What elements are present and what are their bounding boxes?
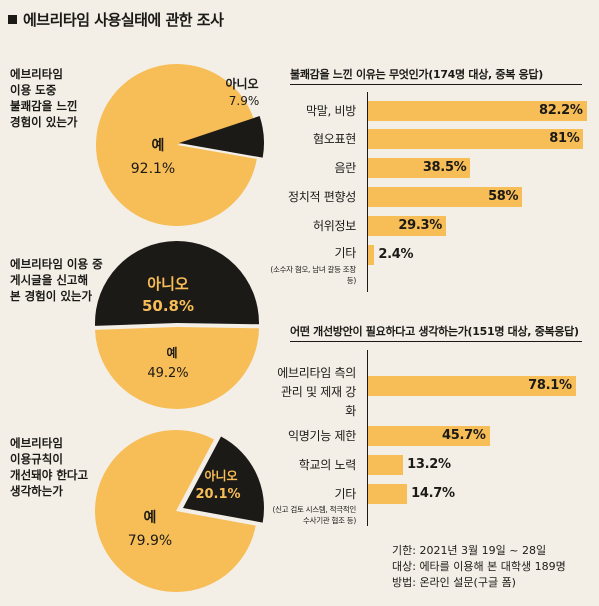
bar1-bar [368,245,375,265]
pie2-slice-no [94,240,259,326]
pie2-question-line: 본 경험이 있는가 [10,289,93,303]
bar1-bar [368,129,584,149]
pie3-label-no: 아니오 [204,468,237,483]
bar1-category-label: 혐오표현 [313,132,356,146]
bullet-square-icon [8,15,17,24]
bar1-bar [368,187,523,207]
pie3-question-line: 개선돼야 한다고 [10,468,89,482]
bar2-category-note: (신고 검토 시스템, 적극적인 수사기관 협조 등) [272,505,356,525]
pie2-slice-yes [95,327,259,409]
pie1-slice-yes [95,64,257,227]
bar1-category-label: 막말, 비방 [306,104,356,118]
bar1-bar [368,158,471,178]
pie2-question: 에브리타임 이용 중 게시글을 신고해 본 경험이 있는가 [10,256,103,304]
pie1-label-yes: 예 [152,138,165,154]
page-title: 에브리타임 사용실태에 관한 조사 [8,9,224,30]
bar1-value-label: 58% [488,189,519,204]
bar2-value-label: 78.1% [528,378,572,393]
bar1-category-label: 허위정보 [313,219,356,233]
bar1-bar [368,216,446,236]
bar2-category-label: 학교의 노력 [298,458,357,472]
bar1-title: 불쾌감을 느낀 이유는 무엇인가(174명 대상, 중복 응답) [290,68,543,81]
bar1-value-label: 2.4% [378,247,414,262]
pie1-label-no: 아니오 [225,76,258,91]
pie3-question-line: 이용규칙이 [10,452,63,466]
pie2-question-line: 에브리타임 이용 중 [10,257,103,271]
survey-method: 방법: 온라인 설문(구글 폼) [392,576,516,589]
survey-target: 대상: 에타를 이용해 본 대학생 189명 [392,560,566,573]
pie1-question-line: 이용 도중 [10,83,57,97]
bar1-axis-line [367,92,368,292]
pie1-value-no: 7.9% [229,94,260,108]
bar2-bar [368,376,576,396]
pie2-question-line: 게시글을 신고해 [10,273,89,287]
pie1-value-yes: 92.1% [131,161,175,177]
pie1-question-line: 에브리타임 [10,67,63,81]
bar1-value-label: 81% [549,131,580,146]
pie2-label-yes: 예 [166,345,177,360]
bar1-category-note: (소수자 혐오, 남녀 갈등 조장 등) [270,265,356,285]
pie1-question-line: 불쾌감을 느낀 [10,99,78,113]
pie1-question: 에브리타임 이용 도중 불쾌감을 느낀 경험이 있는가 [10,66,77,130]
bar2-bar [368,484,408,504]
survey-info: 기한: 2021년 3월 19일 ~ 28일 대상: 에타를 이용해 본 대학생… [392,543,566,591]
pie3-slice-yes [95,429,256,592]
pie1-question-line: 경험이 있는가 [10,115,78,129]
pie3-question-line: 생각하는가 [10,484,63,498]
page-title-text: 에브리타임 사용실태에 관한 조사 [23,11,224,29]
bar1-category-label: 기타 [334,246,357,260]
bar1-category-label: 정치적 편향성 [288,190,356,204]
pie3-question: 에브리타임 이용규칙이 개선돼야 한다고 생각하는가 [10,435,88,499]
pie2-value-no: 50.8% [142,297,194,315]
bar2-bar [368,455,404,475]
bar2-value-label: 13.2% [407,457,451,472]
bar1-bar [368,101,587,121]
pie3-value-no: 20.1% [195,487,240,502]
bar1-category-label: 음란 [334,161,357,175]
bar2-category-label: 기타 [334,487,357,501]
bar1-title-rule [290,84,582,85]
bar2-value-label: 45.7% [441,428,486,443]
bar2-axis-line [367,350,368,526]
bar1-value-label: 82.2% [539,103,583,118]
bar2-value-label: 14.7% [411,486,455,501]
pie2-label-no: 아니오 [147,275,189,293]
pie3-value-yes: 79.9% [128,533,172,549]
bar2-title-rule [290,341,582,342]
bar1-value-label: 29.3% [398,218,442,233]
pie3-question-line: 에브리타임 [10,436,63,450]
pie1-slice-no [179,116,264,158]
bar1-value-label: 38.5% [422,160,467,175]
bar2-category-label: 에브리타임 측의 관리 및 제재 강화 [277,366,356,418]
pie3-slice-no [183,436,265,523]
bar2-category-label: 익명기능 제한 [288,429,356,443]
bar2-title: 어떤 개선방안이 필요하다고 생각하는가(151명 대상, 중복응답) [290,325,579,338]
bar2-bar [368,426,490,446]
survey-period: 기한: 2021년 3월 19일 ~ 28일 [392,544,547,557]
pie2-value-yes: 49.2% [147,366,188,381]
pie3-label-yes: 예 [144,510,157,526]
